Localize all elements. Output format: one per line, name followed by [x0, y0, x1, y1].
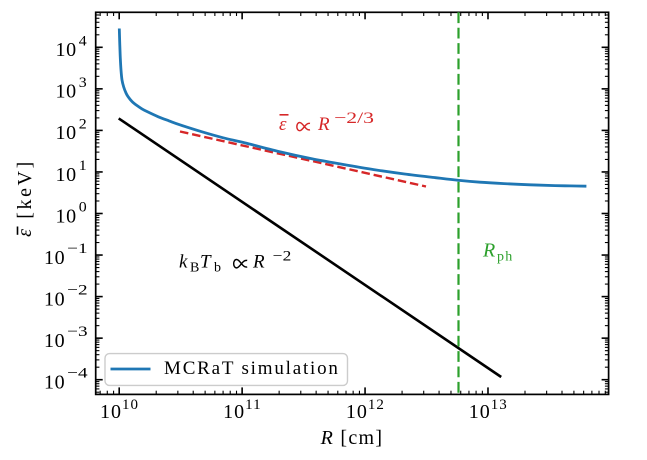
- svg-text:10: 10: [55, 81, 76, 103]
- svg-text:3: 3: [79, 74, 87, 90]
- svg-text:0: 0: [79, 199, 87, 215]
- svg-text:2: 2: [79, 116, 87, 132]
- svg-text:b: b: [214, 261, 221, 276]
- svg-text:ε: ε: [279, 114, 287, 135]
- svg-text:k: k: [179, 252, 188, 273]
- svg-text:ε [keV]: ε [keV]: [14, 159, 36, 237]
- svg-text:10: 10: [44, 372, 65, 394]
- svg-text:−2: −2: [67, 282, 87, 299]
- svg-text:4: 4: [79, 33, 87, 49]
- svg-text:R [cm]: R [cm]: [320, 427, 384, 449]
- svg-text:B: B: [190, 261, 199, 276]
- svg-text:10: 10: [44, 247, 65, 269]
- svg-text:10: 10: [55, 205, 76, 227]
- svg-text:−2/3: −2/3: [334, 110, 374, 127]
- svg-text:MCRaT simulation: MCRaT simulation: [164, 358, 340, 379]
- svg-text:R: R: [252, 252, 265, 273]
- svg-text:10: 10: [44, 330, 65, 352]
- svg-text:10: 10: [55, 164, 76, 186]
- svg-text:−1: −1: [67, 240, 87, 257]
- svg-text:10: 10: [55, 122, 76, 144]
- svg-text:ph: ph: [497, 250, 513, 265]
- svg-text:10: 10: [55, 39, 76, 61]
- svg-text:1: 1: [79, 157, 87, 173]
- svg-text:10: 10: [44, 288, 65, 310]
- svg-text:−3: −3: [67, 323, 87, 340]
- svg-text:T: T: [200, 252, 212, 273]
- svg-text:1010: 1010: [100, 397, 139, 423]
- svg-text:−4: −4: [67, 365, 88, 382]
- svg-text:R: R: [482, 240, 495, 262]
- svg-text:−2: −2: [273, 248, 292, 264]
- svg-text:R: R: [317, 114, 330, 135]
